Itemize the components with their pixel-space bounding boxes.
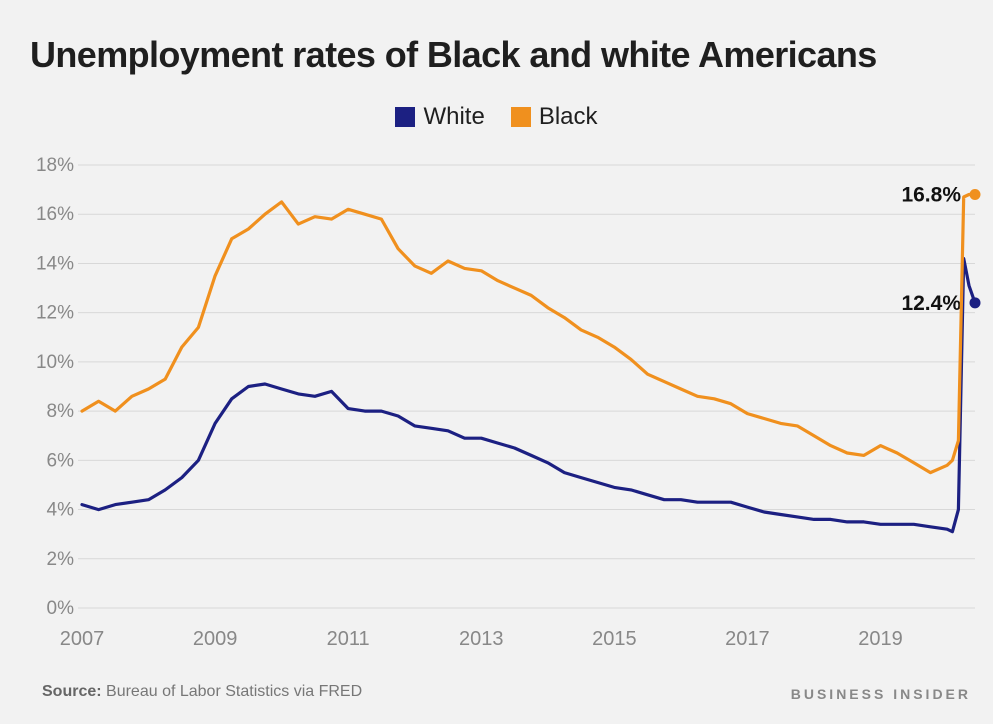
source-note: Source: Bureau of Labor Statistics via F… <box>42 683 362 701</box>
y-tick-label: 18% <box>36 155 74 176</box>
x-tick-label: 2019 <box>858 628 903 650</box>
x-tick-label: 2015 <box>592 628 637 650</box>
y-tick-label: 12% <box>36 303 74 324</box>
legend-swatch-white <box>395 107 416 127</box>
y-tick-label: 4% <box>47 500 75 521</box>
end-point-black <box>969 189 981 201</box>
end-label-black: 16.8% <box>901 184 961 207</box>
y-tick-label: 10% <box>36 352 74 373</box>
y-tick-label: 16% <box>36 204 74 225</box>
y-tick-label: 6% <box>47 450 75 471</box>
x-tick-label: 2009 <box>193 628 238 650</box>
chart-title: Unemployment rates of Black and white Am… <box>30 34 877 75</box>
x-tick-label: 2007 <box>60 628 105 650</box>
legend-swatch-black <box>510 107 531 127</box>
x-tick-label: 2013 <box>459 628 504 650</box>
y-tick-label: 0% <box>47 598 75 619</box>
y-tick-label: 2% <box>47 549 75 570</box>
source-label: Source: <box>42 683 102 700</box>
legend: White Black <box>0 103 993 131</box>
series-line-black <box>80 192 977 475</box>
legend-item-white: White <box>395 103 485 131</box>
legend-item-black: Black <box>510 103 598 131</box>
y-tick-label: 8% <box>47 401 75 422</box>
series-line-white <box>80 256 977 534</box>
legend-label-white: White <box>423 103 485 130</box>
brand-logo-text: BUSINESS INSIDER <box>790 686 971 702</box>
x-tick-label: 2017 <box>725 628 770 650</box>
legend-label-black: Black <box>538 103 598 130</box>
source-text: Bureau of Labor Statistics via FRED <box>106 683 363 700</box>
x-tick-label: 2011 <box>327 628 370 650</box>
end-point-white <box>969 297 981 309</box>
y-tick-label: 14% <box>36 253 74 274</box>
end-label-white: 12.4% <box>901 292 961 315</box>
